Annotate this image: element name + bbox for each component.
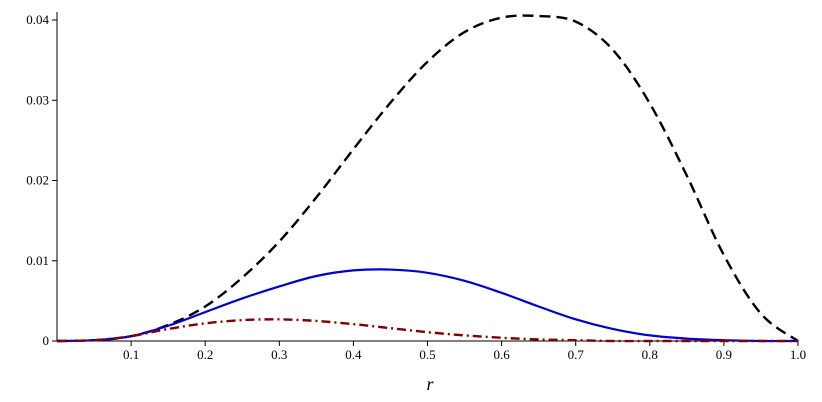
x-tick-label: 0.4	[345, 347, 362, 362]
x-tick-label: 0.1	[123, 347, 139, 362]
x-axis-label: r	[426, 374, 434, 394]
x-tick-label: 0.7	[568, 347, 585, 362]
y-tick-label: 0.03	[26, 92, 49, 107]
plot-lines	[56, 14, 799, 343]
y-tick-label: 0.02	[26, 173, 49, 188]
x-tick-label: 0.2	[197, 347, 213, 362]
y-axis-ticks: 0 0.01 0.02 0.03 0.04	[26, 12, 57, 348]
y-tick-label: 0.04	[26, 12, 49, 27]
x-tick-label: 0.9	[716, 347, 732, 362]
x-tick-label: 0.5	[419, 347, 435, 362]
x-tick-label: 0.3	[271, 347, 287, 362]
series-line-3	[56, 318, 798, 343]
series-line-2	[56, 268, 799, 343]
y-tick-label: 0.01	[26, 253, 49, 268]
y-tick-label: 0	[43, 333, 50, 348]
x-tick-label: 0.8	[642, 347, 658, 362]
x-tick-label: 1.0	[790, 347, 806, 362]
series-line-1	[56, 14, 799, 343]
x-tick-label: 0.6	[493, 347, 510, 362]
x-axis-ticks: 0.1 0.2 0.3 0.4 0.5 0.6 0.7 0.8 0.9 1.0	[123, 341, 806, 362]
